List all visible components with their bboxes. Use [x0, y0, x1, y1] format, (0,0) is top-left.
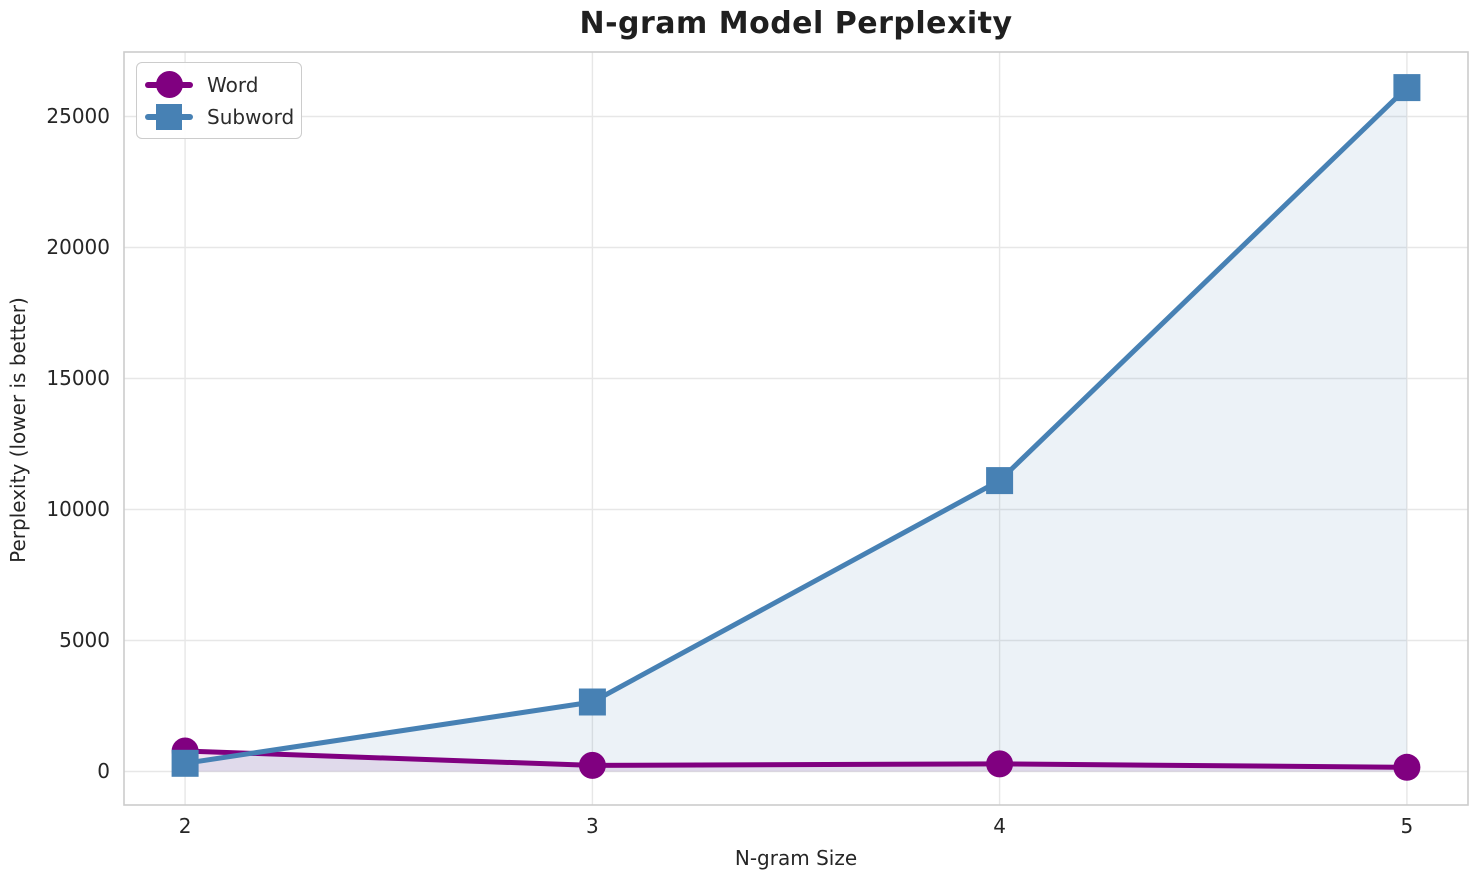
- y-tick-label: 10000: [46, 497, 110, 522]
- legend-item-word: Word: [145, 70, 291, 99]
- legend-label-subword: Subword: [207, 104, 295, 129]
- y-tick-label: 25000: [46, 104, 110, 129]
- y-tick-label: 5000: [59, 628, 110, 653]
- y-axis-label: Perplexity (lower is better): [6, 297, 30, 563]
- x-axis-label: N-gram Size: [734, 846, 858, 870]
- x-tick-label: 5: [1400, 814, 1414, 838]
- word-line-circle-icon: [145, 71, 193, 99]
- legend: Word Subword: [136, 62, 302, 139]
- chart-title: N-gram Model Perplexity: [579, 6, 1013, 41]
- x-tick-label: 3: [585, 814, 599, 838]
- legend-item-subword: Subword: [145, 102, 295, 131]
- y-tick-label: 15000: [46, 366, 110, 391]
- legend-label-word: Word: [207, 72, 259, 97]
- subword-line-square-icon: [145, 103, 193, 131]
- y-tick-label: 0: [97, 759, 110, 784]
- x-tick-label: 4: [993, 814, 1006, 838]
- y-tick-label: 20000: [46, 235, 110, 260]
- x-tick-label: 2: [178, 814, 192, 838]
